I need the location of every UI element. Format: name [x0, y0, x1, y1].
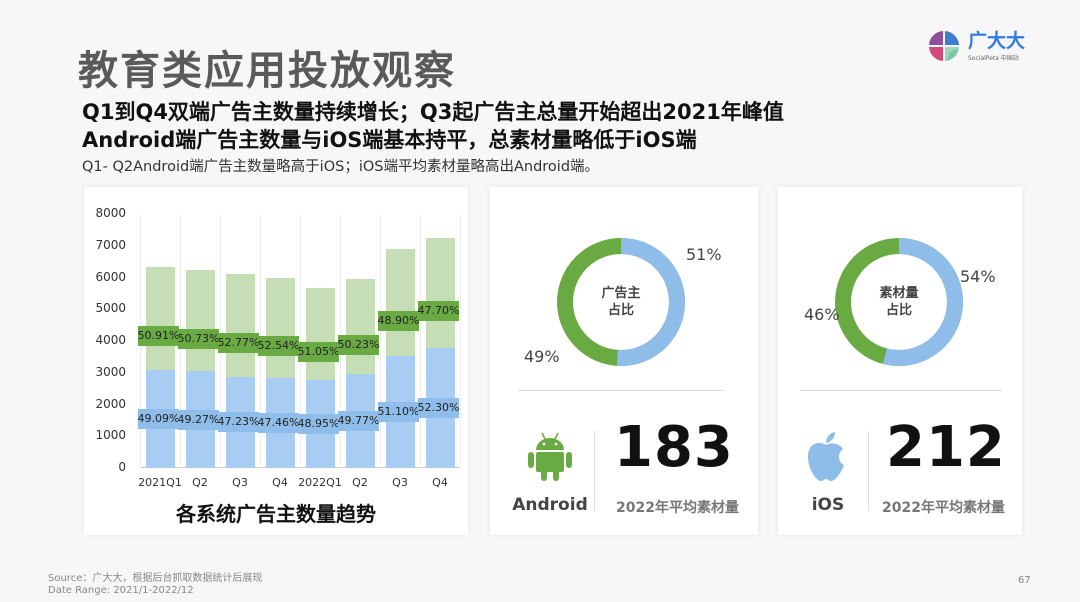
android-share-label: 52.54%: [257, 335, 299, 356]
ios-share-label: 51.10%: [377, 402, 419, 423]
x-tick-label: Q4: [432, 476, 448, 489]
android-share-label: 50.23%: [337, 334, 379, 355]
bar-segment-android: [425, 237, 455, 348]
stacked-bar: [345, 279, 375, 468]
donut-center-line-1: 广告主: [601, 286, 641, 301]
apple-icon: [808, 432, 844, 481]
android-share-pct: 46%: [804, 305, 840, 324]
android-share-pct: 49%: [524, 347, 560, 366]
android-share-label: 52.77%: [217, 333, 259, 354]
android-avg-creatives: 183: [614, 415, 734, 480]
y-tick-label: 7000: [95, 237, 126, 252]
ios-share-label: 47.23%: [217, 412, 259, 433]
ios-share-label: 49.27%: [177, 409, 219, 430]
y-tick-label: 8000: [95, 206, 126, 220]
creative-share-donut: [835, 238, 963, 366]
android-icon: [528, 432, 572, 481]
android-share-label: 48.90%: [377, 310, 419, 331]
ios-share-label: 47.46%: [257, 412, 299, 433]
x-tick-label: Q3: [232, 476, 248, 489]
divider: [800, 390, 1002, 391]
advertiser-share-donut: [557, 238, 685, 366]
headline-1: Q1到Q4双端广告主数量持续增长；Q3起广告主总量开始超出2021年峰值: [82, 100, 784, 124]
y-tick-label: 4000: [95, 333, 126, 347]
y-tick-label: 3000: [95, 364, 126, 379]
ios-share-label: 49.09%: [137, 408, 179, 429]
ios-card: 素材量 占比 54% 46% iOS 212 2022年平均素材量: [778, 187, 1022, 535]
grid-line: [420, 214, 421, 468]
avg-creatives-label: 2022年平均素材量: [616, 500, 739, 516]
ios-avg-creatives: 212: [886, 415, 1006, 480]
donut-center-line-2: 占比: [607, 303, 634, 318]
android-share-label: 50.91%: [137, 326, 179, 347]
grid-line: [300, 214, 301, 468]
source-text: Source：广大大，根据后台抓取数据统计后展现: [48, 573, 263, 584]
x-tick-label: 2021Q1: [138, 476, 182, 489]
headline-2: Android端广告主数量与iOS端基本持平，总素材量略低于iOS端: [82, 128, 697, 152]
android-share-label: 47.70%: [417, 300, 459, 321]
stacked-bar: [265, 278, 295, 468]
android-share-label: 50.73%: [177, 328, 219, 349]
bar-segment-android: [345, 279, 375, 375]
x-tick-label: Q3: [392, 476, 408, 489]
y-tick-label: 2000: [95, 396, 126, 411]
android-card: 广告主 占比 51% 49% Android 183 2022年平均素材量: [490, 187, 758, 535]
socialpeta-logo-icon: [929, 31, 959, 61]
bar-segment-android: [385, 248, 415, 357]
y-tick-label: 6000: [95, 269, 126, 284]
date-range-text: Date Range: 2021/1-2022/12: [48, 585, 194, 596]
bar-segment-android: [225, 274, 255, 377]
brand-logo: 广大大 SocialPeta 中国站: [928, 30, 1025, 62]
ios-share-label: 49.77%: [337, 411, 379, 431]
bar-segment-android: [265, 278, 295, 378]
stacked-bar-plot: 50.91% 49.09% 50.73% 49.27% 52.77% 47.23% 52.5…: [137, 214, 461, 468]
logo-name: 广大大: [968, 29, 1026, 52]
footer-source: Source：广大大，根据后台抓取数据统计后展现 Date Range: 202…: [48, 573, 262, 597]
logo-subtitle: SocialPeta 中国站: [968, 54, 1019, 62]
stacked-bar: [185, 270, 215, 468]
grid-line: [460, 214, 461, 468]
chart-title: 各系统广告主数量趋势: [176, 502, 376, 526]
ios-share-label: 52.30%: [417, 397, 459, 418]
y-tick-label: 1000: [95, 428, 126, 443]
ios-share-label: 48.95%: [297, 414, 339, 435]
stacked-bar: [145, 267, 175, 468]
stacked-bar: [225, 274, 255, 468]
advertiser-trend-chart-card: 0 1000 2000 3000 4000 5000 6000 7000 8000 50.91%…: [84, 187, 468, 535]
x-tick-label: 2022Q1: [298, 476, 342, 489]
subline: Q1- Q2Android端广告主数量略高于iOS；iOS端平均素材量略高出An…: [82, 159, 600, 175]
grid-line: [380, 214, 381, 468]
vertical-divider: [868, 431, 869, 511]
x-tick-label: Q2: [352, 476, 368, 489]
bar-segment-android: [185, 270, 215, 372]
x-tick-label: Q4: [272, 476, 288, 489]
bar-segment-android: [305, 288, 335, 381]
ios-share-pct: 51%: [686, 245, 722, 264]
donut-center-label: 广告主 占比: [556, 237, 686, 367]
divider: [518, 390, 724, 391]
x-tick-label: Q2: [192, 476, 208, 489]
y-tick-label: 0: [118, 460, 126, 474]
stacked-bar: [385, 248, 415, 468]
os-label-android: Android: [512, 495, 588, 515]
page-number: 67: [1018, 575, 1031, 586]
donut-center-line-2: 占比: [885, 303, 912, 318]
ios-share-pct: 54%: [960, 267, 996, 286]
stacked-bar: [305, 288, 335, 468]
page-title: 教育类应用投放观察: [78, 48, 456, 94]
bar-segment-android: [145, 267, 175, 370]
android-share-label: 51.05%: [297, 342, 339, 363]
donut-center-label: 素材量 占比: [834, 237, 964, 367]
stacked-bar: [425, 237, 455, 468]
avg-creatives-label: 2022年平均素材量: [882, 500, 1005, 516]
vertical-divider: [594, 431, 595, 511]
os-label-ios: iOS: [811, 495, 845, 515]
y-tick-label: 5000: [95, 301, 126, 316]
donut-center-line-1: 素材量: [879, 286, 919, 301]
